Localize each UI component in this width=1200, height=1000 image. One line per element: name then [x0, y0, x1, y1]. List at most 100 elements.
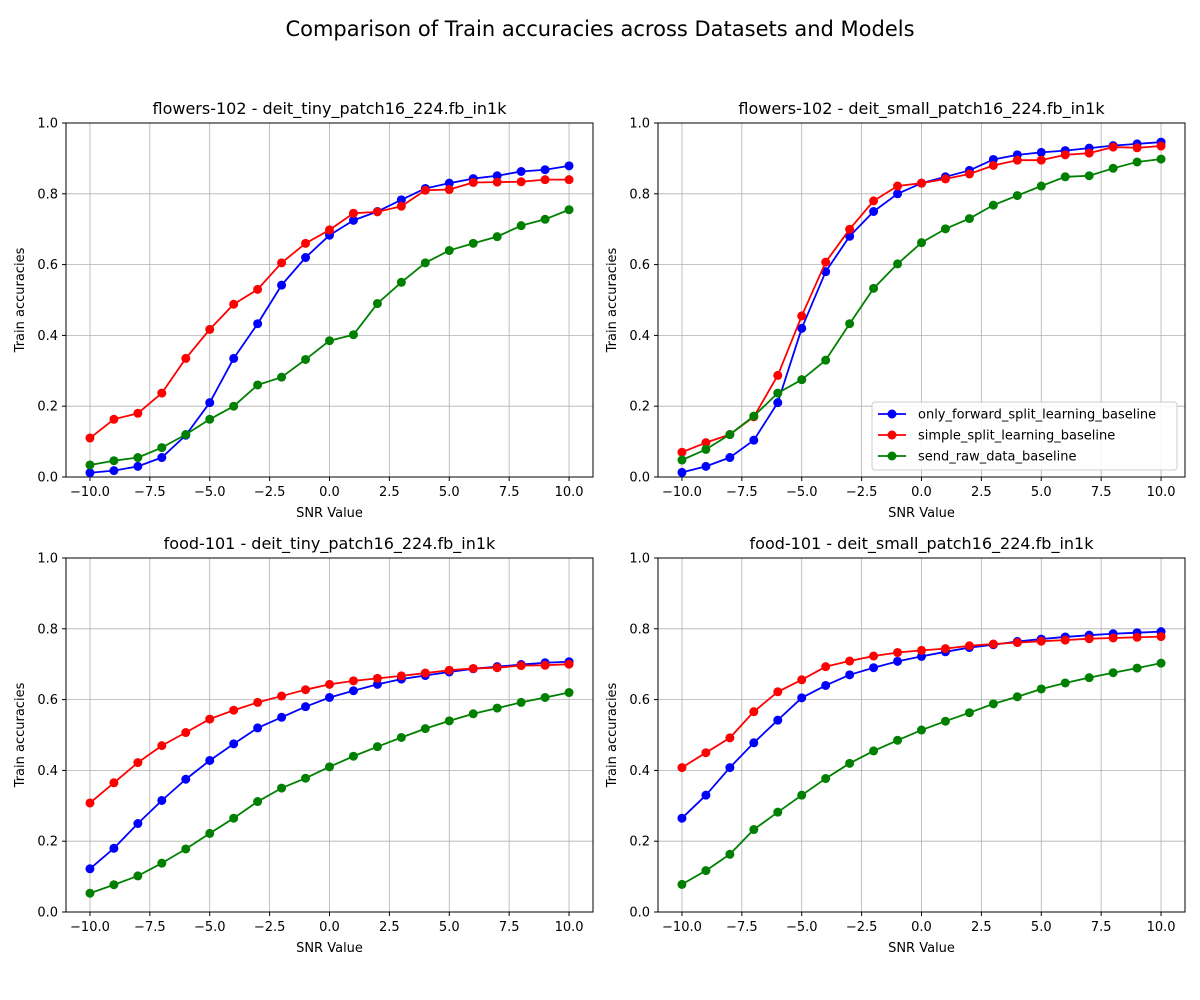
data-point — [540, 660, 550, 670]
data-point — [157, 388, 167, 398]
data-point — [964, 169, 974, 179]
data-point — [205, 398, 215, 408]
data-point — [773, 807, 783, 817]
data-point — [1084, 171, 1094, 181]
data-point — [229, 353, 239, 363]
y-axis-label: Train accuracies — [605, 247, 620, 353]
data-point — [845, 319, 855, 329]
data-point — [85, 468, 95, 478]
legend-marker — [887, 430, 897, 440]
data-point — [749, 738, 759, 748]
data-point — [564, 205, 574, 215]
data-point — [277, 712, 287, 722]
figure-title: Comparison of Train accuracies across Da… — [285, 17, 914, 41]
data-point — [348, 330, 358, 340]
data-point — [869, 207, 879, 216]
x-tick-label: −10.0 — [662, 920, 702, 935]
data-point — [1084, 634, 1094, 644]
data-point — [797, 675, 807, 685]
y-tick-label: 0.4 — [629, 329, 650, 344]
x-tick-label: 10.0 — [555, 485, 584, 500]
data-point — [85, 798, 95, 808]
legend-marker — [887, 451, 897, 461]
data-point — [1036, 684, 1046, 694]
data-point — [157, 741, 167, 751]
data-point — [677, 879, 687, 889]
data-point — [869, 663, 879, 673]
data-point — [1060, 150, 1070, 160]
data-point — [797, 375, 807, 385]
data-point — [420, 668, 430, 678]
data-point — [133, 408, 143, 418]
y-tick-label: 0.4 — [37, 764, 58, 779]
data-point — [348, 751, 358, 761]
data-point — [492, 171, 502, 181]
x-tick-label: 7.5 — [1091, 485, 1112, 500]
data-point — [701, 438, 711, 448]
data-point — [277, 372, 287, 382]
data-point — [917, 645, 926, 655]
data-point — [325, 692, 334, 702]
data-point — [893, 648, 903, 658]
data-point — [725, 430, 735, 440]
data-point — [109, 778, 119, 788]
data-point — [1012, 191, 1022, 201]
data-point — [109, 843, 119, 853]
data-point — [821, 257, 831, 267]
data-point — [396, 201, 406, 211]
data-point — [396, 732, 406, 742]
data-point — [540, 214, 550, 224]
data-point — [564, 659, 574, 669]
data-point — [85, 888, 95, 898]
data-point — [725, 763, 735, 773]
data-point — [277, 691, 287, 701]
data-point — [1132, 632, 1142, 642]
data-point — [940, 224, 950, 234]
y-axis-label: Train accuracies — [13, 247, 28, 353]
data-point — [677, 467, 687, 477]
x-tick-label: −10.0 — [662, 485, 702, 500]
data-point — [157, 443, 167, 453]
y-tick-label: 1.0 — [37, 117, 58, 132]
series-simple_split_learning_baseline — [85, 175, 574, 443]
data-point — [516, 697, 526, 707]
data-point — [964, 641, 974, 651]
data-point — [109, 414, 119, 424]
data-point — [325, 762, 334, 772]
data-point — [301, 773, 311, 783]
x-tick-label: 0.0 — [319, 485, 340, 500]
data-point — [301, 685, 311, 695]
series-send_raw_data_baseline — [677, 658, 1166, 889]
data-point — [988, 200, 998, 210]
x-tick-label: 10.0 — [1147, 485, 1176, 500]
data-point — [564, 161, 574, 171]
data-point — [372, 299, 382, 309]
data-point — [133, 461, 143, 471]
data-point — [677, 447, 687, 457]
x-tick-label: −2.5 — [846, 485, 878, 500]
data-point — [468, 177, 478, 187]
data-point — [468, 238, 478, 248]
data-point — [677, 455, 687, 465]
x-axis-label: SNR Value — [888, 941, 955, 956]
data-point — [85, 460, 95, 470]
data-point — [1012, 638, 1022, 648]
data-point — [516, 177, 526, 187]
data-point — [229, 739, 239, 749]
data-point — [749, 707, 759, 717]
data-point — [348, 215, 358, 225]
y-tick-label: 0.6 — [37, 693, 58, 708]
data-point — [964, 708, 974, 718]
data-point — [301, 702, 311, 712]
y-tick-label: 0.0 — [629, 906, 650, 921]
x-tick-label: −2.5 — [254, 485, 286, 500]
data-point — [1108, 142, 1118, 152]
x-tick-label: 5.0 — [439, 920, 460, 935]
series-simple_split_learning_baseline — [677, 632, 1166, 773]
data-point — [773, 715, 783, 725]
data-point — [444, 185, 454, 195]
series-simple_split_learning_baseline — [85, 659, 574, 808]
data-point — [348, 676, 358, 686]
data-point — [253, 380, 263, 390]
y-tick-label: 0.8 — [629, 187, 650, 202]
